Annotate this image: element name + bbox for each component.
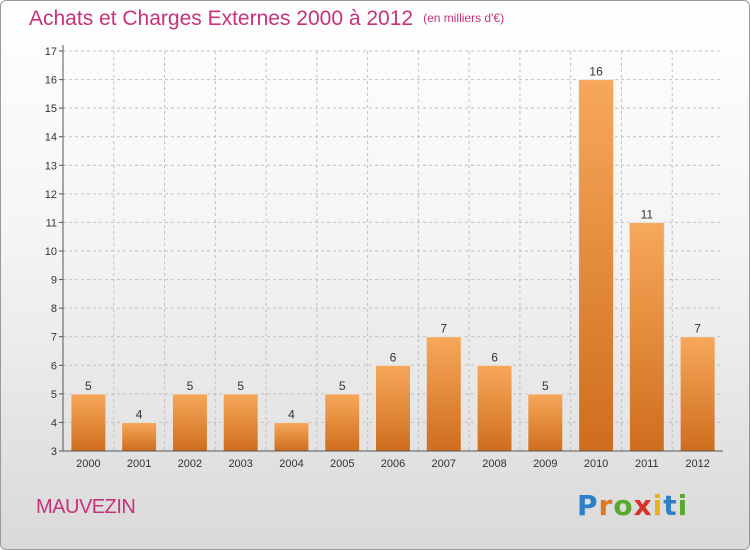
data-label: 7	[694, 322, 701, 336]
data-label: 4	[136, 407, 143, 421]
bar-2010	[578, 79, 615, 452]
x-tick-label: 2004	[279, 458, 303, 470]
y-tick-label: 12	[45, 189, 57, 201]
x-tick-label: 2003	[228, 458, 252, 470]
y-tick-label: 5	[51, 389, 57, 401]
bars	[70, 79, 716, 452]
bar-2009	[527, 393, 564, 452]
data-label: 6	[491, 350, 498, 364]
data-label: 5	[542, 379, 549, 393]
bar-2002	[171, 393, 208, 452]
logo-letter: P	[577, 489, 599, 522]
bar-2004	[273, 421, 310, 452]
axes	[59, 45, 723, 452]
bar-2006	[375, 364, 411, 452]
bar-2011	[628, 221, 665, 452]
data-label: 5	[187, 379, 194, 393]
bar-2007	[425, 336, 462, 452]
bar-2003	[222, 393, 259, 452]
data-label: 5	[237, 379, 244, 393]
bar-2012	[679, 336, 716, 452]
data-label: 7	[440, 322, 447, 336]
logo-letter: i	[652, 489, 664, 522]
data-label: 6	[390, 350, 397, 364]
y-tick-label: 6	[51, 360, 57, 372]
data-label: 11	[641, 207, 654, 221]
logo-letter: i	[677, 489, 689, 522]
y-tick-label: 15	[45, 103, 57, 115]
y-tick-label: 13	[45, 160, 57, 172]
y-tick-label: 4	[51, 417, 57, 429]
y-tick-label: 7	[51, 332, 57, 344]
x-tick-label: 2000	[76, 458, 100, 470]
data-label: 16	[589, 65, 603, 79]
y-tick-label: 8	[51, 303, 57, 315]
x-tick-label: 2011	[635, 458, 659, 470]
data-label: 5	[339, 379, 346, 393]
y-tick-label: 17	[45, 46, 57, 58]
logo-letter: o	[613, 489, 634, 522]
y-tick-label: 16	[45, 75, 57, 87]
y-tick-label: 11	[46, 217, 57, 229]
logo-letter: x	[633, 489, 653, 522]
data-label: 4	[288, 407, 295, 421]
data-label: 5	[85, 379, 92, 393]
bar-2001	[121, 421, 158, 452]
bar-2008	[476, 364, 513, 452]
y-tick-label: 14	[45, 132, 57, 144]
logo-letter: r	[598, 489, 614, 522]
x-tick-label: 2010	[584, 458, 608, 470]
x-tick-label: 2001	[127, 458, 151, 470]
y-tick-label: 10	[45, 246, 57, 258]
y-tick-label: 9	[51, 275, 57, 287]
logo-letter: t	[663, 489, 678, 522]
chart-title: Achats et Charges Externes 2000 à 2012 (e…	[29, 7, 504, 31]
chart-title-text: Achats et Charges Externes 2000 à 2012	[29, 7, 414, 30]
x-tick-label: 2005	[330, 458, 354, 470]
y-tick-label: 3	[51, 446, 57, 458]
chart-unit: (en milliers d'€)	[423, 11, 505, 25]
x-tick-label: 2012	[685, 458, 709, 470]
bar-2000	[70, 393, 107, 452]
x-tick-label: 2007	[432, 458, 456, 470]
bar-2005	[324, 393, 361, 452]
x-tick-label: 2002	[178, 458, 202, 470]
commune-name: MAUVEZIN	[36, 496, 136, 518]
x-tick-label: 2006	[381, 458, 405, 470]
x-tick-label: 2009	[533, 458, 557, 470]
labels: 3 4 5 6 7 8 9 10 11 12 13 14 15 16 17 5 2000 4 2001 5 2002 5 2…	[45, 46, 710, 470]
x-tick-label: 2008	[482, 458, 506, 470]
proxiti-logo: Proxiti	[577, 489, 688, 522]
